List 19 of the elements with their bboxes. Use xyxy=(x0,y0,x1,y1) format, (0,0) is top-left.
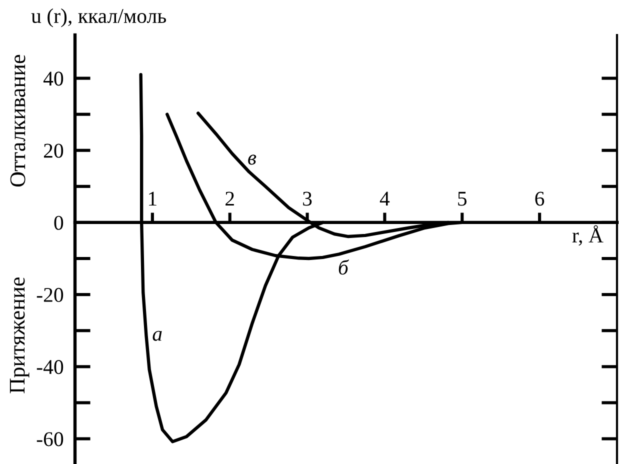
y-tick-label: -40 xyxy=(36,360,64,374)
y-tick-label: 20 xyxy=(44,144,64,158)
text: Отталкивание xyxy=(10,54,26,187)
y-axis-title: u (r), ккал/моль xyxy=(31,8,166,28)
y-tick-label: -20 xyxy=(36,288,64,302)
y-tick-label: -60 xyxy=(36,432,64,446)
x-tick-label: 3 xyxy=(303,192,312,206)
y-tick-label: 0 xyxy=(54,216,64,230)
x-tick-label: 5 xyxy=(458,192,467,206)
y-tick-label: 40 xyxy=(43,72,64,86)
series-label: а xyxy=(152,330,162,341)
x-axis-title: r, Å xyxy=(572,225,604,246)
series-label: б xyxy=(338,260,349,275)
x-tick-label: 4 xyxy=(380,192,390,206)
text: Притяжение xyxy=(10,277,30,394)
x-tick-label: 1 xyxy=(149,192,156,206)
x-tick-label: 2 xyxy=(226,192,234,206)
x-tick-label: 6 xyxy=(535,192,544,206)
series-label: в xyxy=(248,154,256,165)
